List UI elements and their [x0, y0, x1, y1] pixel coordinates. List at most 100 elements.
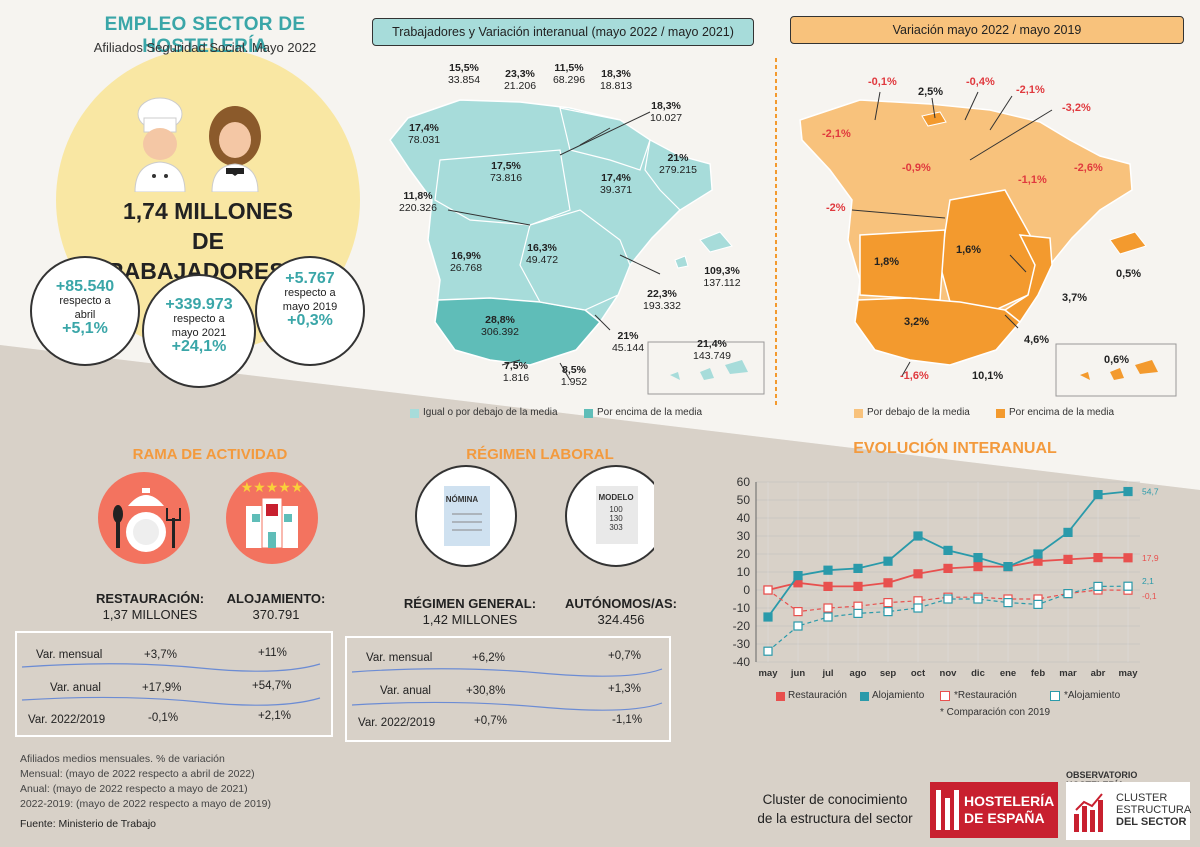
headline-line1: 1,74 MILLONES — [123, 198, 293, 224]
logo2-line1: CLUSTER — [1116, 792, 1168, 804]
data-point — [883, 556, 893, 566]
map2-label: 1,8% — [874, 256, 900, 268]
map1-canarias-box — [647, 341, 765, 395]
map1-label: 21% 279.215 — [659, 152, 697, 176]
data-point — [1123, 581, 1133, 591]
bubble-year: +339.973 respecto a mayo 2021 +24,1% — [146, 297, 252, 355]
logo2-line2: ESTRUCTURA — [1116, 804, 1192, 816]
data-point — [1063, 527, 1073, 538]
line-chart: -40 -30 -20 -10 0 10 20 30 40 50 60 may jun jul ago sep… — [733, 475, 1159, 679]
rama-row-v2: +2,1% — [258, 710, 291, 722]
hosteleria-logo-text: HOSTELERÍA DE ESPAÑA — [964, 793, 1054, 827]
data-point — [1033, 599, 1043, 609]
restauracion-title: RESTAURACIÓN: — [95, 591, 205, 606]
tax-form-line: 100 — [609, 505, 623, 514]
x-tick-label: mar — [1059, 668, 1077, 679]
chart-title: EVOLUCIÓN INTERANUAL — [853, 440, 1057, 457]
data-point — [883, 607, 893, 617]
legend-swatch-above — [584, 409, 593, 418]
map2-label: -1,1% — [1018, 174, 1047, 186]
rama-row-v1: -0,1% — [148, 712, 179, 724]
map1-label: 7,5% 1.816 — [502, 360, 530, 384]
regimen-row-v2: -1,1% — [612, 714, 643, 726]
waitress-icon — [209, 106, 261, 192]
cluster-logo: CLUSTER ESTRUCTURA DEL SECTOR — [1066, 782, 1192, 840]
data-point — [1123, 553, 1133, 563]
hotel-icon: ★★★★★ — [226, 472, 318, 564]
map2-legend-above: Por encima de la media — [1009, 407, 1115, 418]
x-tick-label: may — [1118, 668, 1138, 679]
map2-label: 3,7% — [1062, 292, 1088, 304]
autonomos-title: AUTÓNOMOS/AS: — [565, 596, 677, 611]
data-point — [1003, 598, 1013, 608]
legend-alojamiento-2019: *Alojamiento — [1064, 690, 1121, 701]
map2-legend-below: Por debajo de la media — [867, 407, 970, 418]
logo-bars-icon — [936, 790, 959, 830]
page-title: EMPLEO SECTOR DE HOSTELERÍA — [104, 14, 306, 57]
map1-label: 21,4% 143.749 — [693, 338, 731, 362]
data-point — [823, 612, 833, 622]
page-subtitle: Afiliados Seguridad Social. Mayo 2022 — [93, 40, 317, 55]
map2-title: Variación mayo 2022 / mayo 2019 — [790, 16, 1184, 44]
y-tick-label: 60 — [737, 475, 751, 489]
map2-label: 0,6% — [1104, 354, 1130, 366]
legend-swatch-restauracion-2019 — [940, 691, 950, 701]
map2-label: -1,6% — [900, 370, 929, 382]
map2-label: 3,2% — [904, 316, 930, 328]
autonomos-value: 324.456 — [597, 612, 645, 627]
series-end-label: 17,9 — [1142, 553, 1159, 563]
map1-title: Trabajadores y Variación interanual (may… — [372, 18, 754, 46]
data-point — [823, 603, 833, 613]
regimen-row-v2: +0,7% — [608, 650, 641, 662]
cluster-text: Cluster de conocimiento de la estructura… — [730, 790, 940, 828]
map2-canarias-box — [1055, 343, 1177, 397]
x-tick-label: abr — [1091, 668, 1106, 679]
footnote-line: Mensual: (mayo de 2022 respecto a abril … — [20, 768, 255, 780]
data-point — [763, 612, 773, 622]
data-point — [1063, 554, 1073, 565]
bubble-year-text2: mayo 2021 — [171, 327, 227, 339]
data-point — [973, 594, 983, 604]
map1-andalucia — [434, 297, 602, 366]
legend-alojamiento: Alojamiento — [872, 690, 925, 701]
data-point — [793, 621, 803, 631]
series-end-label: -0,1 — [1142, 591, 1157, 601]
legend-swatch-restauracion — [776, 692, 785, 701]
cluster-chart-icon — [1074, 793, 1103, 832]
y-tick-label: 30 — [737, 529, 751, 543]
x-tick-label: dic — [971, 668, 985, 679]
data-point — [1093, 581, 1103, 592]
bubble-2019-value: +5.767 — [285, 270, 335, 287]
x-tick-label: oct — [911, 668, 926, 679]
data-point — [1123, 486, 1133, 497]
map1-label: 8,5% 1.952 — [560, 364, 588, 388]
map2-label: 10,1% — [972, 370, 1004, 382]
alojamiento-title: ALOJAMIENTO: — [226, 591, 326, 606]
data-point — [943, 545, 953, 556]
x-tick-label: sep — [880, 668, 897, 679]
footnote-line: Anual: (mayo de 2022 respecto a mayo de … — [20, 783, 248, 795]
legend-swatch-above2 — [996, 409, 1005, 418]
y-tick-label: 0 — [743, 583, 750, 597]
x-tick-label: jul — [821, 668, 833, 679]
x-tick-label: ene — [1000, 668, 1016, 679]
map2-label: 1,6% — [956, 244, 982, 256]
map1-label: 28,8% 306.392 — [481, 314, 519, 338]
bubble-month: +85.540 respecto a abril +5,1% — [35, 279, 135, 337]
bubble-month-text2: abril — [74, 309, 96, 321]
y-tick-label: 50 — [737, 493, 751, 507]
map1-spain — [389, 99, 765, 395]
footnote-line: Afiliados medios mensuales. % de variaci… — [20, 753, 225, 765]
bubble-month-text1: respecto a — [59, 295, 111, 307]
map1-label: 16,3% 49.472 — [525, 242, 559, 266]
map2-label: 2,5% — [918, 86, 944, 98]
data-point — [793, 607, 803, 617]
x-tick-label: ago — [850, 668, 867, 679]
regimen-row-v1: +30,8% — [466, 685, 506, 697]
data-point — [973, 552, 983, 563]
data-point — [763, 585, 773, 595]
bubble-2019-text1: respecto a — [284, 287, 336, 299]
map2-label: -3,2% — [1062, 102, 1091, 114]
logo1-line1: HOSTELERÍA — [964, 793, 1055, 809]
y-tick-label: -20 — [733, 619, 751, 633]
